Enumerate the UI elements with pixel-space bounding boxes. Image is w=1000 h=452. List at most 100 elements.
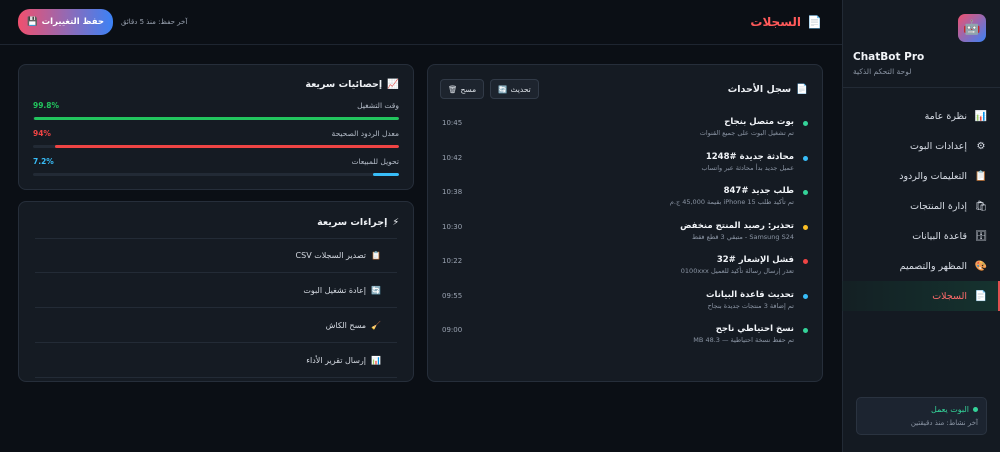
trend-chart-icon: 📈	[387, 79, 399, 90]
sidebar-item-overview[interactable]: 📊 نظرة عامة	[842, 101, 1000, 131]
send-performance-report-button[interactable]: 📊 إرسال تقرير الأداء	[35, 343, 397, 378]
event-title: فشل الإشعار #32	[716, 255, 794, 265]
sidebar-item-appearance[interactable]: 🎨 المظهر والتصميم	[842, 251, 1000, 281]
status-dot	[803, 259, 808, 264]
event-description: تم حفظ نسخة احتياطية — 48.3 MB	[693, 336, 794, 344]
event-time: 09:55	[442, 291, 463, 300]
sidebar-item-logs[interactable]: 📄 السجلات	[842, 281, 1000, 311]
events-log-title: 📄 سجل الأحداث	[728, 84, 808, 95]
event-title: محادثة جديدة #1248	[705, 151, 794, 162]
page-title: 📄 السجلات	[750, 15, 822, 29]
status-dot	[803, 121, 808, 126]
brand: 🤖 ChatBot Pro لوحة التحكم الذكية	[843, 0, 1000, 88]
events-log-title-text: سجل الأحداث	[727, 83, 792, 95]
list-item: تحذير: رصيد المنتج منخفض Samsung S24 - م…	[440, 221, 808, 256]
list-item: محادثة جديدة #1248 عميل جديد بدأ محادثة …	[440, 152, 808, 187]
sidebar-item-label: السجلات	[932, 290, 967, 302]
stat-label: وقت التشغيل	[357, 101, 399, 110]
sidebar-nav: 📊 نظرة عامة ⚙ إعدادات البوت 📋 التعليمات …	[842, 101, 1000, 311]
database-icon: 🗄	[974, 230, 988, 242]
event-description: تم إضافة 3 منتجات جديدة بنجاح	[707, 301, 794, 310]
document-icon: 📄	[796, 83, 808, 95]
events-log-header: 📄 سجل الأحداث 🗑 مسح 🔄 تحديث	[440, 79, 808, 99]
broom-icon: 🧹	[371, 320, 381, 330]
quick-actions-title-text: إجراءات سريعة	[317, 217, 388, 228]
event-title: نسخ احتياطي ناجح	[715, 324, 794, 334]
event-title: تحذير: رصيد المنتج منخفض	[680, 220, 794, 231]
quick-actions-list: 📋 تصدير السجلات CSV 🔄 إعادة تشغيل البوت …	[35, 238, 397, 378]
robot-icon: 🤖	[958, 14, 986, 42]
action-label: مسح الكاش	[325, 320, 367, 330]
event-description: تعذر إرسال رسالة تأكيد للعميل 0100xxx	[680, 267, 794, 275]
stat-label: معدل الردود الصحيحة	[331, 129, 399, 138]
event-description: تم تأكيد طلب iPhone 15 بقيمة 45,000 ج.م	[669, 198, 794, 206]
sidebar-item-database[interactable]: 🗄 قاعدة البيانات	[842, 221, 1000, 251]
stat-value: 99.8%	[33, 101, 60, 110]
list-item: بوت متصل بنجاح تم تشغيل البوت على جميع ا…	[440, 117, 808, 152]
header-actions: 💾 حفظ التغييرات آخر حفظ: منذ 5 دقائق	[18, 9, 187, 35]
last-saved-text: آخر حفظ: منذ 5 دقائق	[121, 18, 188, 26]
event-time: 10:42	[442, 153, 463, 162]
event-time: 10:30	[442, 222, 463, 231]
clipboard-icon: 📋	[974, 170, 988, 182]
status-dot	[803, 293, 808, 299]
bot-status-label: البوت يعمل	[930, 405, 969, 414]
progress-fill	[54, 145, 399, 148]
bot-status: البوت يعمل	[865, 405, 978, 414]
page-title-text: السجلات	[750, 15, 802, 29]
quick-stats-title: 📈 إحصائيات سريعة	[305, 79, 399, 90]
stat-label: تحويل للمبيعات	[351, 157, 399, 166]
sidebar-item-label: نظرة عامة	[924, 110, 967, 122]
chart-icon: 📊	[974, 110, 988, 122]
stat-value: 94%	[33, 129, 51, 138]
clear-log-label: مسح	[460, 84, 477, 94]
sidebar-item-label: إعدادات البوت	[909, 140, 967, 152]
action-label: تصدير السجلات CSV	[295, 251, 367, 260]
brand-subtitle: لوحة التحكم الذكية	[853, 67, 912, 76]
status-dot	[803, 224, 808, 230]
event-time: 10:45	[442, 119, 463, 127]
sidebar: 🤖 ChatBot Pro لوحة التحكم الذكية 📊 نظرة …	[842, 0, 1000, 452]
refresh-log-button[interactable]: 🔄 تحديث	[490, 79, 539, 99]
quick-actions-card: ⚡ إجراءات سريعة 📋 تصدير السجلات CSV 🔄 إع…	[18, 201, 414, 382]
brand-name: ChatBot Pro	[853, 51, 925, 63]
progress-bar	[33, 145, 399, 148]
bot-last-activity: آخر نشاط: منذ دقيقتين	[910, 419, 978, 427]
trash-icon: 🗑	[448, 84, 458, 94]
shopping-bags-icon: 🛍	[974, 200, 988, 212]
sidebar-item-products[interactable]: 🛍 إدارة المنتجات	[842, 191, 1000, 221]
list-item: فشل الإشعار #32 تعذر إرسال رسالة تأكيد ل…	[440, 255, 808, 290]
event-title: تحديث قاعدة البيانات	[706, 289, 794, 300]
lightning-icon: ⚡	[392, 217, 399, 228]
status-dot	[803, 328, 808, 333]
restart-bot-button[interactable]: 🔄 إعادة تشغيل البوت	[35, 273, 397, 308]
events-list: بوت متصل بنجاح تم تشغيل البوت على جميع ا…	[440, 117, 808, 359]
sidebar-item-instructions[interactable]: 📋 التعليمات والردود	[842, 161, 1000, 191]
clear-cache-button[interactable]: 🧹 مسح الكاش	[35, 308, 397, 343]
status-dot	[803, 190, 808, 195]
quick-stats-card: 📈 إحصائيات سريعة وقت التشغيل 99.8% معدل …	[18, 64, 414, 190]
quick-actions-title: ⚡ إجراءات سريعة	[317, 217, 399, 228]
sidebar-item-bot-settings[interactable]: ⚙ إعدادات البوت	[842, 131, 1000, 161]
quick-stats-title-text: إحصائيات سريعة	[305, 79, 383, 90]
clear-log-button[interactable]: 🗑 مسح	[440, 79, 485, 99]
bot-status-card: البوت يعمل آخر نشاط: منذ دقيقتين	[856, 397, 987, 435]
list-item: تحديث قاعدة البيانات تم إضافة 3 منتجات ج…	[440, 290, 808, 325]
action-label: إرسال تقرير الأداء	[306, 355, 367, 365]
action-label: إعادة تشغيل البوت	[303, 285, 367, 295]
list-item: نسخ احتياطي ناجح تم حفظ نسخة احتياطية — …	[440, 324, 808, 359]
status-dot	[803, 155, 808, 161]
event-description: تم تشغيل البوت على جميع القنوات	[699, 129, 794, 137]
event-description: عميل جديد بدأ محادثة عبر واتساب	[701, 163, 794, 172]
events-log-buttons: 🗑 مسح 🔄 تحديث	[440, 79, 539, 99]
event-title: طلب جديد #847	[723, 186, 794, 196]
event-time: 09:00	[442, 326, 463, 334]
header: 📄 السجلات 💾 حفظ التغييرات آخر حفظ: منذ 5…	[0, 0, 842, 45]
save-changes-button[interactable]: 💾 حفظ التغييرات	[18, 9, 113, 35]
refresh-icon: 🔄	[498, 84, 508, 94]
export-logs-csv-button[interactable]: 📋 تصدير السجلات CSV	[35, 238, 397, 273]
progress-bar	[33, 173, 399, 176]
event-time: 10:38	[442, 188, 463, 196]
sidebar-item-label: التعليمات والردود	[899, 170, 967, 182]
document-icon: 📄	[807, 15, 822, 29]
